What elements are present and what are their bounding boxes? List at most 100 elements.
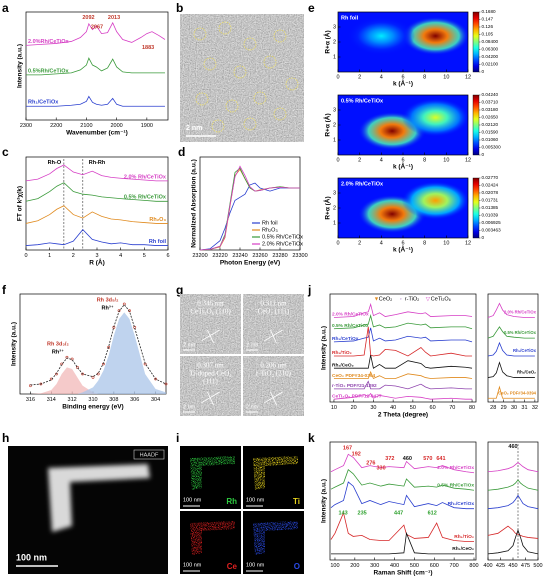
x-tick-label: 310 [88, 397, 97, 403]
series-line [330, 531, 475, 555]
single-atom-marker [285, 77, 299, 91]
element-label: O [294, 562, 300, 571]
x-tick-label: 300 [370, 563, 379, 569]
single-atom-marker [253, 91, 267, 105]
series-label: Rh₁/CeO₂ [332, 362, 354, 368]
series-label: 0.5%Rh/CeTiOx [28, 68, 69, 74]
series-line [487, 494, 539, 510]
panel-label: c [2, 145, 9, 159]
series-line [487, 326, 535, 339]
series-line [487, 361, 535, 378]
colorbar-tick-label: 0 [482, 152, 485, 157]
x-tick-label: 28 [490, 405, 496, 411]
series-label: Rh₁/CeTiOx [332, 336, 359, 342]
legend-label: CeTi₂O₆ [431, 296, 451, 302]
colorbar-tick-label: 0.02650 [482, 115, 499, 120]
map-title: Rh foil [341, 15, 359, 21]
x-tick-label: 2200 [50, 123, 62, 129]
fringe-label: CeO₂ (111) [258, 308, 290, 316]
x-axis-label: Raman Shift (cm⁻¹) [373, 570, 432, 577]
badge [133, 449, 165, 460]
scale-label: 100 nm [16, 552, 47, 562]
series-line [333, 302, 473, 318]
x-axis-label: Binding energy (eV) [62, 404, 123, 411]
y-tick-label: 1 [333, 137, 336, 143]
colorbar-tick-label: 0.08400 [482, 39, 499, 44]
x-axis-label: k (Å⁻¹) [393, 245, 413, 254]
element-signal [253, 456, 298, 490]
colorbar-tick-label: 0.01039 [482, 213, 499, 218]
annotation: 143 [339, 510, 348, 516]
area [30, 367, 166, 394]
colorbar [472, 94, 480, 156]
annotation: 2013 [108, 15, 120, 21]
x-tick-label: 425 [496, 563, 505, 569]
series-line [333, 326, 473, 357]
single-atom-marker [273, 107, 287, 121]
y-axis-label: R+α (Å) [323, 196, 332, 219]
x-tick-label: 23240 [232, 253, 247, 259]
series-label: Rh₁/CeTiOx [28, 100, 59, 106]
fringe-label: 0.346 nm [197, 300, 224, 308]
single-atom-marker [243, 117, 257, 131]
data-point [164, 382, 168, 386]
colorbar-tick-label: 0.02078 [482, 190, 499, 195]
x-axis-label: k (Å⁻¹) [393, 79, 413, 88]
x-tick-label: 40 [390, 405, 396, 411]
colorbar-tick-label: 0.01590 [482, 130, 499, 135]
legend-label: 0.5% Rh/CeTiOx [262, 234, 303, 240]
colorbar-tick-label: 0.03710 [482, 100, 499, 105]
series-line [333, 392, 473, 400]
scale-label: 2 nm [186, 125, 202, 132]
series-label: Rh₁/CeO₂ [452, 546, 474, 552]
y-axis-label: R+α (Å) [323, 113, 332, 136]
colorbar-tick-label: 0.105 [482, 32, 494, 37]
colorbar-tick-label: 0.02120 [482, 122, 499, 127]
lattice-marker [264, 329, 283, 342]
annotation: 460 [508, 444, 517, 450]
y-axis-label: Intensity (a.u.) [11, 322, 18, 366]
fringe-label: 0.307 nm [197, 362, 224, 370]
x-tick-label: 2100 [80, 123, 92, 129]
annotation: 460 [403, 456, 412, 462]
annotation: 167 [343, 445, 352, 451]
legend-symbol: ◦ [400, 296, 402, 302]
series-line [488, 385, 535, 399]
x-axis-label: 2 Theta (degree) [378, 412, 428, 419]
plot-frame [487, 293, 539, 403]
x-tick-label: 314 [47, 397, 56, 403]
series-label: Rh foil [149, 239, 167, 245]
legend-label: r-TiO₂ [405, 296, 419, 302]
lattice-marker [207, 329, 214, 344]
lattice-marker [207, 391, 214, 406]
series-label: 2.0% Rh/CeTiOx [332, 312, 369, 318]
annotation: Rh 3d₅/₂ [97, 297, 119, 303]
annotation: 330 [377, 465, 386, 471]
x-tick-label: 4 [380, 74, 383, 80]
colorbar-tick-label: 0.04240 [482, 92, 499, 97]
series-label: Rh₁/CeO₂ [517, 370, 536, 375]
legend-symbol: ▽ [426, 296, 431, 302]
colorbar-tick-label: 0.005300 [482, 145, 502, 150]
x-tick-label: 700 [450, 563, 459, 569]
series-line [199, 165, 300, 251]
single-atom-marker [233, 65, 247, 79]
x-tick-label: 29 [501, 405, 507, 411]
lattice-marker [201, 391, 220, 404]
x-tick-label: 500 [533, 563, 542, 569]
series-line [25, 229, 168, 246]
series-line [333, 354, 473, 369]
colorbar-tick-label: 0.01060 [482, 137, 499, 142]
annotation: 447 [394, 510, 403, 516]
x-tick-label: 10 [443, 74, 449, 80]
annotation: 235 [358, 510, 367, 516]
map-title: 2.0% Rh/CeTiOx [341, 181, 384, 187]
badge-label: HAADF [140, 452, 159, 458]
x-tick-label: 2300 [20, 123, 32, 129]
x-axis-label: R (Å) [89, 258, 105, 267]
x-axis-label: Wavenumber (cm⁻¹) [66, 130, 128, 137]
x-tick-label: 2 [358, 240, 361, 246]
fringe-label: CeTi₂O₆ (110) [190, 308, 231, 316]
